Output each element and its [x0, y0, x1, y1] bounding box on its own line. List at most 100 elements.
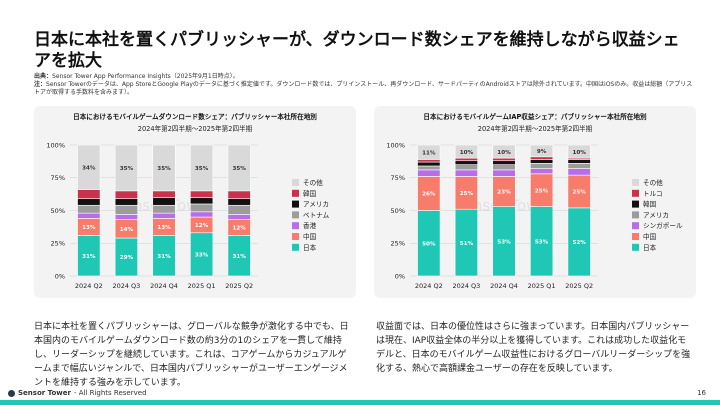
data-label: 12%	[233, 226, 247, 232]
rights-text: - All Rights Reserved	[73, 389, 147, 397]
source-text: Sensor Tower App Performance Insights（20…	[52, 73, 239, 80]
footer-brand: Sensor Tower - All Rights Reserved	[8, 389, 147, 397]
legend-label: シンガポール	[643, 221, 683, 230]
data-label: 14%	[120, 227, 134, 233]
bar-segment	[77, 212, 101, 219]
data-label: 26%	[422, 192, 436, 198]
bar-segment	[567, 144, 591, 159]
bar-segment	[530, 168, 554, 175]
data-label: 50%	[422, 241, 436, 247]
downloads-commentary: 日本に本社を置くパブリッシャーは、グローバルな競争が激化する中でも、日本国内のモ…	[34, 322, 349, 388]
bar-segment	[567, 159, 591, 164]
bar-segment	[77, 189, 101, 200]
bar-segment	[114, 144, 138, 192]
x-tick-label: 2024 Q2	[75, 282, 103, 290]
bar-segment	[152, 212, 176, 219]
x-tick-label: 2024 Q4	[150, 282, 178, 290]
legend-swatch	[292, 189, 299, 197]
data-label: 13%	[157, 225, 171, 231]
bar-segment	[530, 156, 554, 160]
bar-segment	[454, 169, 478, 177]
source-note: 出典：Sensor Tower App Performance Insights…	[34, 73, 694, 97]
bar-segment	[417, 159, 441, 163]
legend-label: 中国	[303, 232, 317, 241]
data-label: 10%	[497, 150, 511, 156]
bar-segment	[417, 161, 441, 167]
y-tick-label: 0%	[55, 272, 65, 280]
bar-segment	[492, 160, 516, 165]
data-label: 23%	[497, 190, 511, 196]
page-title: 日本に本社を置くパブリッシャーが、ダウンロード数シェアを維持しながら収益シェアを…	[34, 30, 680, 71]
data-label: 51%	[460, 241, 474, 247]
page-number: 16	[697, 389, 706, 397]
data-label: 12%	[195, 223, 209, 229]
legend-swatch	[632, 179, 639, 186]
bar-segment	[114, 190, 138, 200]
x-tick-label: 2025 Q1	[188, 282, 216, 290]
bar-segment	[227, 144, 251, 192]
legend-swatch	[292, 200, 299, 208]
x-tick-label: 2025 Q2	[565, 282, 593, 290]
legend-swatch	[632, 200, 639, 208]
bar-segment	[152, 204, 176, 214]
accent-bar	[0, 400, 720, 405]
data-label: 31%	[82, 254, 96, 260]
note-text: Sensor Towerのデータは、App StoreとGoogle Playの…	[34, 81, 693, 96]
y-tick-label: 50%	[51, 207, 65, 215]
data-label: 10%	[460, 150, 474, 156]
y-tick-label: 75%	[51, 174, 65, 182]
bar-segment	[492, 144, 516, 159]
note-label: 注：	[34, 81, 47, 88]
bar-segment	[152, 197, 176, 206]
legend-label: アメリカ	[303, 201, 329, 209]
bar-segment	[190, 203, 214, 213]
data-label: 53%	[535, 239, 549, 245]
legend-label: 日本	[643, 243, 657, 252]
legend-label: その他	[303, 178, 323, 187]
x-tick-label: 2025 Q2	[225, 282, 253, 290]
data-label: 35%	[157, 166, 171, 172]
iap-revenue-share-chart: 日本におけるモバイルゲームIAP収益シェア：パブリッシャー本社所在地別 2024年…	[386, 112, 683, 290]
bar-segment	[77, 204, 101, 214]
source-label: 出典：	[34, 73, 53, 80]
y-tick-label: 25%	[391, 240, 405, 248]
bar-segment	[190, 197, 214, 205]
legend-swatch	[292, 211, 299, 219]
legend-swatch	[292, 233, 299, 240]
legend-label: 香港	[303, 221, 317, 230]
legend-label: その他	[643, 178, 663, 187]
brand-name: Sensor Tower	[18, 389, 71, 397]
bar-segment	[454, 160, 478, 165]
legend-label: アメリカ	[643, 211, 669, 219]
x-tick-label: 2025 Q1	[528, 282, 556, 290]
y-tick-label: 25%	[51, 240, 65, 248]
bar-segment	[454, 157, 478, 162]
data-label: 53%	[497, 239, 511, 245]
legend-swatch	[632, 233, 639, 240]
bar-segment	[114, 204, 138, 215]
bar-segment	[492, 169, 516, 177]
legend-swatch	[292, 222, 299, 230]
legend-swatch	[632, 211, 639, 219]
legend-label: 日本	[303, 243, 317, 252]
x-tick-label: 2024 Q2	[415, 282, 443, 290]
data-label: 29%	[120, 255, 134, 261]
bar-segment	[152, 144, 176, 192]
x-tick-label: 2024 Q3	[112, 282, 140, 290]
bar-segment	[152, 190, 176, 198]
y-tick-label: 50%	[391, 207, 405, 215]
bar-segment	[77, 198, 101, 206]
bar-segment	[227, 214, 251, 220]
bar-segment	[227, 190, 251, 200]
data-label: 31%	[157, 254, 171, 260]
bar-segment	[492, 157, 516, 162]
data-label: 52%	[573, 240, 587, 246]
chart-title: 日本におけるモバイルゲームIAP収益シェア：パブリッシャー本社所在地別	[423, 112, 647, 121]
downloads-share-chart: 日本におけるモバイルゲームダウンロード数シェア：パブリッシャー本社所在地別 202…	[46, 112, 330, 290]
legend-label: ベトナム	[303, 211, 330, 219]
bar-segment	[417, 169, 441, 177]
chart-subtitle: 2024年第2四半期～2025年第2四半期	[138, 124, 253, 133]
chart-subtitle: 2024年第2四半期～2025年第2四半期	[478, 124, 593, 133]
bar-segment	[190, 190, 214, 198]
legend-label: 韓国	[303, 189, 317, 198]
